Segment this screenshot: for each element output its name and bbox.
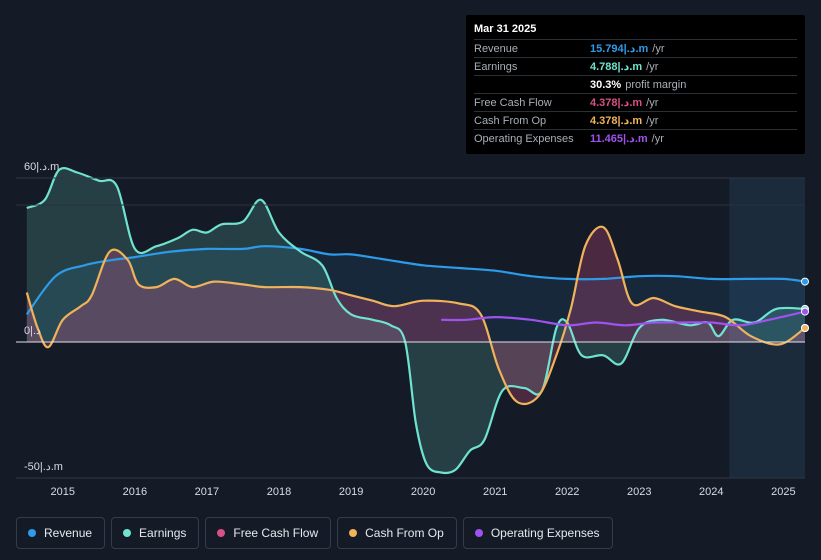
- tooltip-row: Free Cash Flow 4.378|.د.m/yr: [474, 93, 797, 111]
- tooltip-panel: Mar 31 2025 Revenue 15.794|.د.m/yr Earning…: [466, 15, 805, 154]
- tooltip-row-unit: /yr: [646, 60, 659, 73]
- tooltip-row-unit: profit margin: [625, 78, 687, 91]
- legend-item-cash-from-op[interactable]: Cash From Op: [337, 517, 457, 549]
- x-tick-label: 2017: [195, 486, 219, 498]
- y-tick-zero: 0|.د: [24, 325, 41, 337]
- legend-item-revenue[interactable]: Revenue: [16, 517, 106, 549]
- tooltip-date: Mar 31 2025: [474, 23, 537, 35]
- tooltip-row-value: 4.788|.د.m: [590, 61, 643, 73]
- tooltip-row-value: 30.3%: [590, 78, 622, 91]
- x-tick-label: 2018: [267, 486, 291, 498]
- revenue-end-point: [801, 277, 809, 286]
- earnings-line: [26, 166, 806, 475]
- tooltip-row-unit: /yr: [646, 96, 659, 109]
- revenue-line: [25, 245, 806, 316]
- y-tick-top: 60|.د.m: [24, 161, 59, 173]
- tooltip-row-value: 11.465|.د.m: [590, 133, 648, 145]
- x-tick-label: 2021: [483, 486, 507, 498]
- legend-label: Free Cash Flow: [233, 526, 319, 540]
- tooltip-row: Revenue 15.794|.د.m/yr: [474, 39, 797, 57]
- tooltip-row-unit: /yr: [646, 114, 659, 127]
- legend: Revenue Earnings Free Cash Flow Cash From O…: [16, 517, 613, 549]
- cash-from-op-end-point: [801, 324, 809, 332]
- tooltip-row-unit: /yr: [651, 132, 664, 145]
- legend-dot-icon: [474, 529, 483, 537]
- legend-dot-icon: [217, 529, 226, 537]
- x-tick-label: 2023: [627, 486, 651, 498]
- legend-item-free-cash-flow[interactable]: Free Cash Flow: [205, 517, 332, 549]
- revenue-area: [26, 246, 806, 342]
- x-tick-label: 2015: [51, 486, 75, 498]
- earnings-area: [26, 168, 806, 474]
- tooltip-row-value: 15.794|.د.m: [590, 43, 649, 55]
- cash-from-op-line: [25, 225, 806, 406]
- legend-dot-icon: [28, 529, 36, 537]
- tooltip-row-label: Revenue: [474, 42, 519, 55]
- tooltip-row-label: Operating Expenses: [474, 132, 574, 145]
- x-tick-label: 2022: [555, 486, 579, 498]
- tooltip-row-label: Earnings: [474, 60, 518, 73]
- legend-label: Earnings: [139, 526, 187, 540]
- free-cash-flow-area: [26, 226, 806, 404]
- legend-item-earnings[interactable]: Earnings: [111, 517, 200, 549]
- chart-area: 60|.د.m 0|.د -50|.د.m 2015 2016 2017 2018 20…: [16, 161, 809, 498]
- x-tick-label: 2016: [123, 486, 147, 498]
- x-tick-label: 2020: [411, 486, 435, 498]
- x-tick-label: 2025: [771, 486, 795, 498]
- tooltip-row: Cash From Op 4.378|.د.m/yr: [474, 111, 797, 129]
- y-tick-bottom: -50|.د.m: [24, 461, 63, 473]
- legend-label: Cash From Op: [365, 526, 444, 540]
- tooltip-row: 30.3% profit margin: [474, 75, 797, 93]
- tooltip-row: Operating Expenses 11.465|.د.m/yr: [474, 129, 797, 147]
- forecast-shade: [729, 178, 805, 478]
- x-tick-label: 2019: [339, 486, 363, 498]
- tooltip-row-value: 4.378|.د.m: [590, 115, 643, 127]
- operating-expenses-end-point: [801, 307, 809, 316]
- tooltip-row-value: 4.378|.د.m: [590, 97, 643, 109]
- x-tick-label: 2024: [699, 486, 723, 498]
- legend-item-operating-expenses[interactable]: Operating Expenses: [462, 517, 613, 549]
- legend-dot-icon: [123, 529, 132, 537]
- tooltip-row: Earnings 4.788|.د.m/yr: [474, 57, 797, 75]
- tooltip-row-label: Free Cash Flow: [474, 96, 552, 109]
- legend-label: Revenue: [44, 526, 93, 540]
- tooltip-row-label: Cash From Op: [474, 114, 547, 127]
- operating-expenses-line: [441, 310, 806, 327]
- legend-label: Operating Expenses: [490, 526, 600, 540]
- tooltip-row-unit: /yr: [652, 42, 665, 55]
- legend-dot-icon: [349, 529, 358, 537]
